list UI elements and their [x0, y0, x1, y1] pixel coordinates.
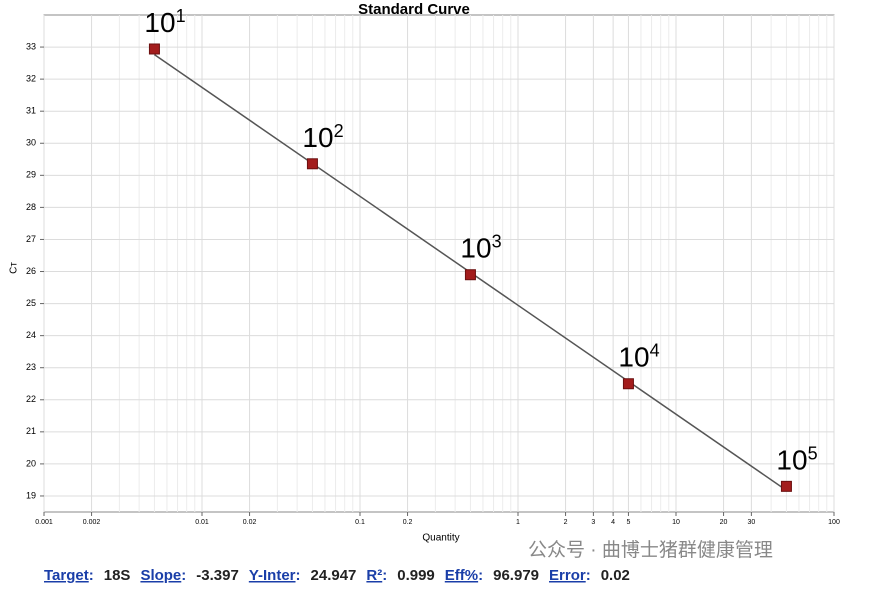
stat-colon: :: [586, 567, 591, 584]
stat-value: 18S: [104, 567, 131, 584]
data-point: [306, 158, 318, 170]
x-tick-label: 1: [516, 519, 520, 526]
y-tick-label: 20: [26, 458, 36, 468]
x-tick-label: 4: [611, 519, 615, 526]
point-label: 104: [618, 340, 659, 373]
point-label: 101: [144, 6, 185, 39]
x-tick-label: 0.002: [83, 519, 101, 526]
y-tick-label: 33: [26, 41, 36, 51]
stat-value: 96.979: [493, 567, 539, 584]
point-label: 103: [460, 231, 501, 264]
stat-value: 0.999: [397, 567, 435, 584]
x-tick-label: 20: [720, 519, 728, 526]
y-tick-label: 23: [26, 362, 36, 372]
data-point: [780, 480, 792, 492]
stat-colon: :: [296, 567, 301, 584]
x-tick-label: 3: [591, 519, 595, 526]
stat-label: Slope: [140, 567, 181, 584]
stat-label: Target: [44, 567, 89, 584]
chart-title: Standard Curve: [358, 1, 470, 18]
stat-label: R²: [366, 567, 382, 584]
x-tick-label: 2: [564, 519, 568, 526]
point-label: 102: [302, 121, 343, 154]
x-tick-label: 0.1: [355, 519, 365, 526]
point-label-sup: 2: [334, 121, 344, 141]
y-tick-label: 22: [26, 394, 36, 404]
watermark: 公众号 · 曲博士猪群健康管理: [528, 539, 773, 561]
y-tick-label: 28: [26, 202, 36, 212]
point-label-base: 10: [144, 7, 175, 38]
stat-label: Eff%: [445, 567, 478, 584]
x-tick-label: 10: [672, 519, 680, 526]
y-axis-label: Cт: [9, 262, 20, 274]
point-label-sup: 5: [808, 443, 818, 463]
point-label-base: 10: [302, 122, 333, 153]
y-tick-label: 24: [26, 330, 36, 340]
data-point: [464, 269, 476, 281]
stat-value: 0.02: [601, 567, 630, 584]
y-tick-label: 21: [26, 426, 36, 436]
y-tick-label: 26: [26, 266, 36, 276]
point-label-base: 10: [776, 445, 807, 476]
data-point: [622, 378, 634, 390]
point-label-sup: 1: [176, 6, 186, 26]
data-point: [148, 43, 160, 55]
stat-colon: :: [478, 567, 483, 584]
stat-label: Y-Inter: [249, 567, 296, 584]
x-tick-label: 0.2: [403, 519, 413, 526]
stat-colon: :: [181, 567, 186, 584]
stats-line: Target: 18S Slope: -3.397 Y-Inter: 24.947 R²: 0…: [44, 567, 630, 584]
point-label-base: 10: [460, 233, 491, 264]
point-label: 105: [776, 443, 817, 476]
y-tick-label: 25: [26, 298, 36, 308]
plot-area: [43, 14, 835, 513]
point-label-sup: 3: [492, 231, 502, 251]
x-tick-label: 0.02: [243, 519, 257, 526]
stat-label: Error: [549, 567, 586, 584]
x-tick-label: 0.001: [35, 519, 53, 526]
y-tick-label: 29: [26, 170, 36, 180]
y-tick-label: 30: [26, 138, 36, 148]
x-tick-label: 100: [828, 519, 840, 526]
x-tick-label: 0.01: [195, 519, 209, 526]
stat-value: 24.947: [311, 567, 357, 584]
stat-value: -3.397: [196, 567, 239, 584]
point-label-sup: 4: [650, 340, 660, 360]
y-tick-label: 19: [26, 490, 36, 500]
x-tick-label: 5: [626, 519, 630, 526]
x-axis-label: Quantity: [422, 533, 459, 544]
point-label-base: 10: [618, 342, 649, 373]
x-tick-label: 30: [747, 519, 755, 526]
y-tick-label: 32: [26, 74, 36, 84]
y-tick-label: 31: [26, 106, 36, 116]
stat-colon: :: [89, 567, 94, 584]
y-tick-label: 27: [26, 234, 36, 244]
stat-colon: :: [382, 567, 387, 584]
